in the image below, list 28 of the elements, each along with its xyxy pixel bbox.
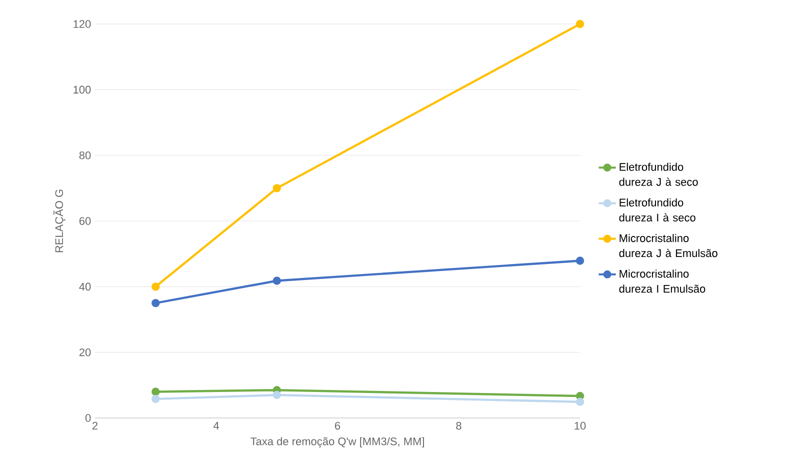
y-tick-label: 0 <box>85 414 91 422</box>
y-tick-label: 100 <box>74 86 91 94</box>
x-tick-label: 8 <box>456 422 462 430</box>
point <box>152 388 160 396</box>
point <box>576 398 584 406</box>
point <box>272 184 281 192</box>
y-tick-label: 40 <box>79 282 91 291</box>
point <box>152 394 160 404</box>
point <box>576 20 584 28</box>
y-tick-label: 60 <box>79 217 91 225</box>
legend-label: Eletrofundido dureza I à seco <box>619 198 696 222</box>
y-tick-label: 20 <box>79 348 91 356</box>
x-tick-label: 4 <box>213 422 219 430</box>
point <box>152 282 160 291</box>
legend-label: Microcristalino dureza J à Emulsão <box>619 234 718 258</box>
y-tick-label: 120 <box>74 20 91 28</box>
x-tick-label: 6 <box>335 422 340 430</box>
point <box>576 256 584 265</box>
x-axis-title: Taxa de remoção Q'w [MM3/S, MM] <box>250 437 424 448</box>
x-tick-label: 10 <box>574 422 586 430</box>
point <box>272 390 281 400</box>
y-axis-title: RELAÇÃO G <box>53 190 66 252</box>
legend-label: Microcristalino dureza I Emulsão <box>619 270 706 293</box>
x-tick-label: 2 <box>92 422 98 430</box>
point <box>272 276 281 285</box>
legend-label: Eletrofundido dureza J à seco <box>619 162 698 186</box>
point <box>152 298 160 308</box>
y-tick-label: 80 <box>79 151 91 160</box>
